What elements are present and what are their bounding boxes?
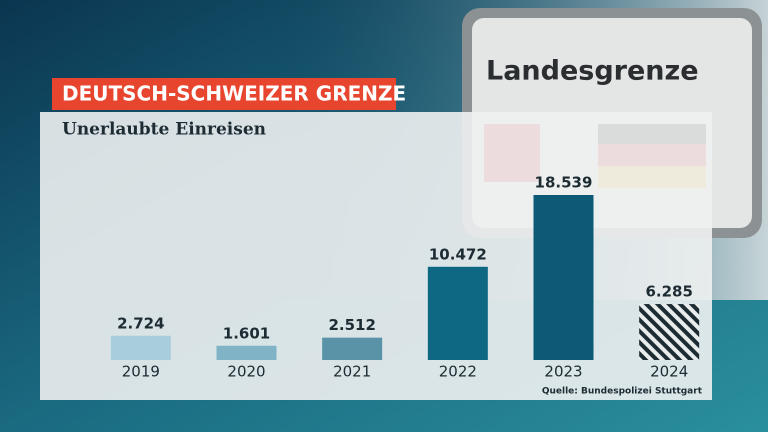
title-box [52, 78, 396, 110]
chart-title: DEUTSCH-SCHWEIZER GRENZE [62, 82, 406, 106]
x-tick-label: 2022 [439, 363, 477, 381]
x-tick-label: 2021 [333, 363, 371, 381]
x-tick-label: 2023 [544, 363, 582, 381]
x-tick-label: 2020 [227, 363, 265, 381]
value-label: 6.285 [645, 283, 692, 301]
value-label: 2.512 [328, 316, 375, 334]
bar [639, 304, 700, 360]
value-label: 2.724 [117, 314, 164, 332]
bar [110, 335, 171, 360]
bar [322, 337, 383, 360]
bar [216, 345, 277, 360]
value-label: 1.601 [223, 324, 270, 342]
sign-text: Landesgrenze [486, 56, 699, 87]
value-label: 10.472 [429, 245, 487, 263]
source: Quelle: Bundespolizei Stuttgart [542, 387, 703, 397]
bar [427, 266, 488, 360]
x-tick-label: 2024 [650, 363, 688, 381]
x-tick-label: 2019 [122, 363, 160, 381]
chart-subtitle: Unerlaubte Einreisen [62, 120, 266, 140]
value-label: 18.539 [535, 174, 593, 192]
bar [533, 195, 594, 360]
